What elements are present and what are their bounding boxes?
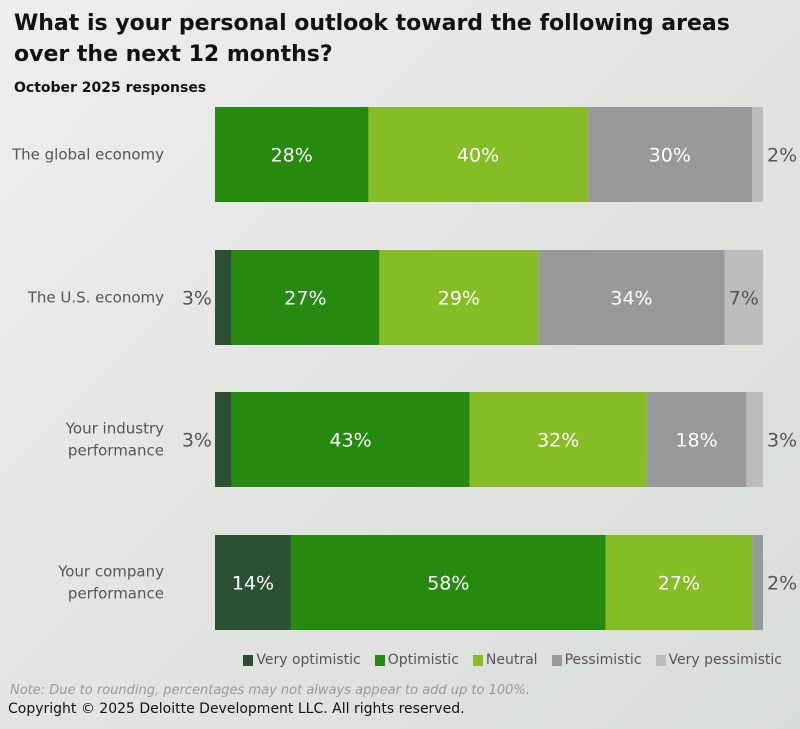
data-label: 3% xyxy=(182,288,212,310)
chart-title: What is your personal outlook toward the… xyxy=(14,11,730,67)
bar-segment xyxy=(752,107,763,202)
bar-segment xyxy=(231,392,470,487)
category-label: Your company performance xyxy=(57,563,164,603)
category-label: The U.S. economy xyxy=(27,289,164,307)
legend-label: Very pessimistic xyxy=(668,652,782,668)
legend-swatch xyxy=(551,654,562,666)
bar-segment xyxy=(605,535,753,630)
bar-segment xyxy=(215,107,369,202)
legend-swatch xyxy=(374,654,385,666)
bar-segment xyxy=(215,392,232,487)
data-label: 2% xyxy=(767,573,797,595)
data-label: 14% xyxy=(232,573,274,595)
category-label: Your industry performance xyxy=(65,420,164,460)
chart-subtitle: October 2025 responses xyxy=(14,80,207,96)
bar-segment xyxy=(379,250,539,345)
data-label: 2% xyxy=(767,145,797,167)
bar-segment xyxy=(646,392,747,487)
data-label: 3% xyxy=(182,430,212,452)
legend-swatch xyxy=(655,654,666,666)
bar-segment xyxy=(538,250,725,345)
data-label: 32% xyxy=(537,430,579,452)
bar-segment xyxy=(724,250,763,345)
bar-segment xyxy=(746,392,763,487)
bar-segment xyxy=(215,250,232,345)
bar-segment xyxy=(290,535,606,630)
copyright: Copyright © 2025 Deloitte Development LL… xyxy=(8,701,465,717)
data-label: 58% xyxy=(427,573,469,595)
legend-item: Very optimistic xyxy=(243,652,361,668)
bar-segment xyxy=(368,107,588,202)
data-label: 18% xyxy=(675,430,717,452)
data-label: 30% xyxy=(649,145,691,167)
bar-segment xyxy=(587,107,753,202)
stacked-bar-chart: The global economy 28% 40% 30% 2% The U.S. ec… xyxy=(11,107,797,630)
legend-swatch xyxy=(472,654,483,666)
data-label: 29% xyxy=(438,288,480,310)
legend-item: Optimistic xyxy=(374,652,459,668)
data-label: 43% xyxy=(329,430,371,452)
legend-label: Neutral xyxy=(485,652,538,668)
legend-label: Pessimistic xyxy=(564,652,642,668)
bar-segment xyxy=(215,535,291,630)
bar-segment xyxy=(469,392,647,487)
legend-label: Optimistic xyxy=(387,652,459,668)
data-label: 40% xyxy=(457,145,499,167)
legend-item: Very pessimistic xyxy=(655,652,782,668)
data-label: 7% xyxy=(729,288,759,310)
legend-label: Very optimistic xyxy=(256,652,361,668)
data-label: 28% xyxy=(271,145,313,167)
legend-swatch xyxy=(243,654,254,666)
bar-segment xyxy=(231,250,380,345)
footnote: Note: Due to rounding, percentages may n… xyxy=(10,683,530,698)
data-label: 27% xyxy=(658,573,700,595)
data-label: 27% xyxy=(284,288,326,310)
category-label: The global economy xyxy=(11,146,164,164)
data-label: 3% xyxy=(767,430,797,452)
legend-item: Neutral xyxy=(472,652,538,668)
bar-segment xyxy=(752,535,763,630)
legend-item: Pessimistic xyxy=(551,652,642,668)
data-label: 34% xyxy=(610,288,652,310)
legend: Very optimistic Optimistic Neutral Pessimis… xyxy=(243,652,782,668)
